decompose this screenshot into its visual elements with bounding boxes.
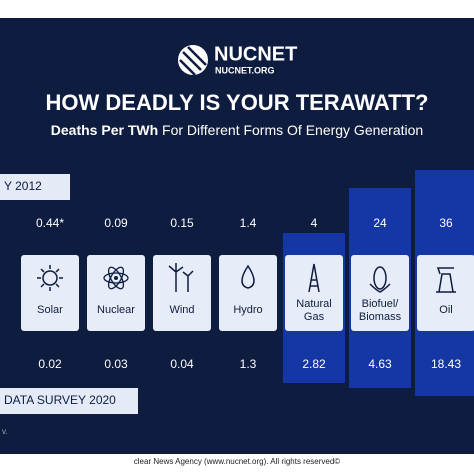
icon-shape [241, 264, 255, 289]
energy-card [153, 255, 211, 331]
energy-card [417, 255, 474, 331]
logo-stripes [179, 46, 207, 76]
energy-card [285, 255, 343, 331]
subtitle: Deaths Per TWh For Different Forms Of En… [51, 122, 423, 138]
energy-label: Nuclear [97, 304, 135, 316]
bottom-value: 0.04 [170, 357, 194, 371]
energy-card [87, 255, 145, 331]
energy-label: Biomass [359, 311, 402, 323]
note: v. [2, 427, 8, 436]
logo-text: NUCNET [214, 43, 297, 65]
energy-label: Hydro [233, 304, 262, 316]
icon-shape [37, 265, 63, 291]
survey-label: DATA SURVEY 2020 [4, 393, 116, 407]
energy-icon [436, 267, 456, 293]
icon-shape [107, 266, 125, 290]
icon-shape [114, 276, 118, 280]
energy-label: Wind [169, 304, 194, 316]
energy-icon [103, 266, 129, 290]
top-value: 36 [439, 216, 453, 230]
top-value: 0.09 [104, 216, 128, 230]
energy-icon [241, 264, 255, 289]
energy-icon [37, 265, 63, 291]
energy-icon [168, 263, 194, 292]
energy-label: Natural [296, 298, 331, 310]
bottom-value: 18.43 [431, 357, 461, 371]
icon-shape [436, 267, 456, 293]
bottom-value: 2.82 [302, 357, 326, 371]
icon-shape [369, 283, 391, 293]
energy-card [351, 255, 409, 331]
energy-icon [308, 263, 320, 293]
energy-card [219, 255, 277, 331]
icon-shape [308, 263, 320, 293]
logo-url: NUCNET.ORG [215, 65, 275, 75]
energy-label: Oil [439, 304, 452, 316]
top-value: 4 [311, 216, 318, 230]
top-value: 0.15 [170, 216, 194, 230]
top-value: 24 [373, 216, 387, 230]
energy-label: Gas [304, 311, 325, 323]
bottom-value: 0.03 [104, 357, 128, 371]
icon-shape [373, 266, 387, 290]
survey-box [0, 174, 70, 200]
energy-icon [369, 266, 391, 293]
columns: 0.44* Solar 0.02 0.09 Nuclear 0.03 0.15 Wind 0.0… [21, 216, 474, 371]
top-value: 0.44* [36, 216, 64, 230]
icon-shape [103, 272, 129, 284]
energy-card [21, 255, 79, 331]
icon-shape [42, 270, 58, 286]
survey-box [0, 388, 138, 414]
energy-label: Biofuel/ [362, 298, 400, 310]
icon-shape [168, 263, 194, 292]
footer: clear News Agency (www.nucnet.org). All … [134, 457, 341, 466]
energy-label: Solar [37, 304, 63, 316]
survey-label: Y 2012 [4, 179, 42, 193]
subtitle-bold: Deaths Per TWh [51, 122, 158, 138]
top-value: 1.4 [240, 216, 257, 230]
bottom-value: 1.3 [240, 357, 257, 371]
title: HOW DEADLY IS YOUR TERAWATT? [46, 90, 429, 115]
icon-shape [107, 266, 125, 290]
bottom-value: 0.02 [38, 357, 62, 371]
bottom-value: 4.63 [368, 357, 392, 371]
logo-mark [178, 45, 208, 75]
subtitle-rest: For Different Forms Of Energy Generation [162, 122, 423, 138]
